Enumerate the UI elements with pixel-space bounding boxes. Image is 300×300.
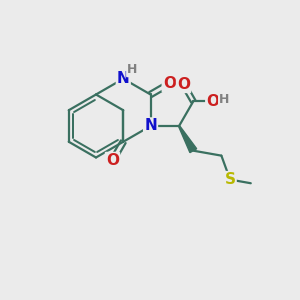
Polygon shape	[178, 126, 197, 153]
Text: N: N	[144, 118, 157, 134]
Text: O: O	[206, 94, 219, 109]
Text: H: H	[127, 63, 137, 76]
Text: O: O	[177, 77, 190, 92]
Text: N: N	[117, 71, 130, 86]
Text: H: H	[219, 93, 230, 106]
Text: O: O	[106, 153, 119, 168]
Text: S: S	[225, 172, 236, 187]
Text: O: O	[163, 76, 176, 91]
